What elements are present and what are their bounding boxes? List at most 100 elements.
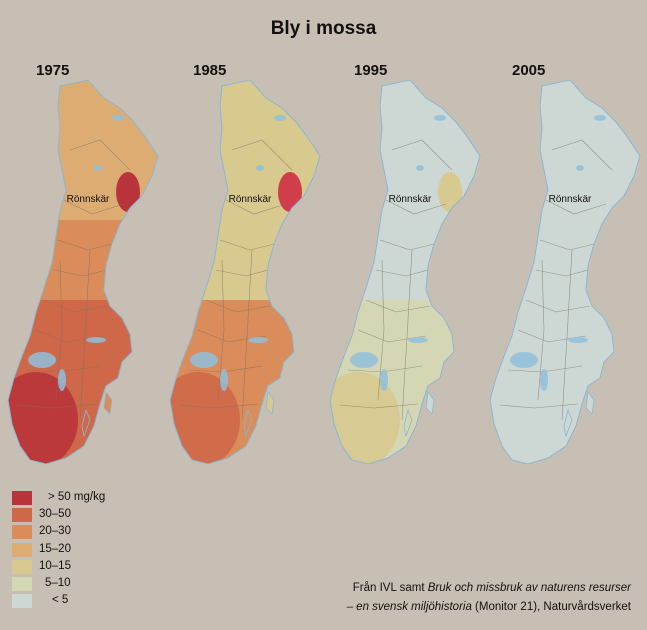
credit-prefix: Från IVL samt (352, 582, 428, 594)
lake-malaren (408, 337, 428, 343)
gotland-island (585, 390, 595, 415)
county-border (241, 249, 253, 421)
credit-book-title: Bruk och missbruk av naturens resurser (427, 582, 631, 594)
county-border (561, 249, 573, 421)
legend-swatch (12, 594, 32, 609)
oland-island (563, 408, 573, 438)
credit-subtitle: – en svensk miljöhistoria (346, 601, 472, 613)
county-border (535, 269, 589, 277)
oland-island (81, 408, 91, 438)
year-label-1995: 1995 (354, 62, 388, 79)
county-border (365, 299, 431, 313)
legend-label: < 5 (52, 594, 69, 607)
lake-malaren (86, 337, 106, 343)
region-southwest (330, 372, 400, 464)
county-border (537, 259, 545, 401)
legend-label: 20–30 (39, 525, 71, 538)
county-border (205, 299, 271, 313)
county-border (69, 139, 131, 171)
map-1995: Rönnskär (329, 79, 481, 465)
source-credit: Från IVL samt Bruk och missbruk av natur… (301, 579, 631, 617)
county-border (179, 403, 259, 409)
city-label-ronnskar: Rönnskär (549, 194, 592, 205)
lake-vattern (380, 369, 388, 391)
gotland-island (265, 390, 275, 415)
lake-vanern (510, 352, 538, 368)
region-middle (8, 220, 158, 300)
region-middle (170, 220, 320, 300)
year-label-2005: 2005 (512, 62, 546, 79)
lake-vattern (540, 369, 548, 391)
lake-north-2 (416, 165, 424, 171)
county-border (63, 199, 125, 215)
county-border (545, 199, 607, 215)
lake-north (434, 115, 446, 121)
county-border (231, 139, 293, 171)
county-border (17, 403, 97, 409)
legend-label: 30–50 (39, 508, 71, 521)
map-title: Bly i mossa (270, 18, 377, 39)
region-southwest (490, 372, 560, 464)
ronnskar-hotspot (116, 172, 140, 212)
ronnskar-hotspot (278, 172, 302, 212)
county-border (339, 403, 419, 409)
county-border (43, 299, 109, 313)
county-border (379, 239, 435, 251)
legend-swatch (12, 542, 32, 557)
city-label-ronnskar: Rönnskär (67, 194, 110, 205)
region-middle (330, 220, 480, 300)
ronnskar-hotspot (598, 172, 622, 212)
county-border (499, 403, 579, 409)
lake-vanern (350, 352, 378, 368)
lake-malaren (568, 337, 588, 343)
county-border (215, 269, 269, 277)
county-border (525, 299, 591, 313)
county-border (225, 199, 287, 215)
lake-vattern (58, 369, 66, 391)
county-border (391, 139, 453, 171)
map-1975: Rönnskär (7, 79, 159, 465)
county-border (377, 259, 385, 401)
county-border (79, 249, 91, 421)
year-label-1975: 1975 (36, 62, 70, 79)
lake-north (594, 115, 606, 121)
gotland-island (103, 390, 113, 415)
lake-malaren (248, 337, 268, 343)
county-border (375, 269, 429, 277)
oland-island (403, 408, 413, 438)
lake-vanern (190, 352, 218, 368)
legend-swatch (12, 525, 32, 540)
city-label-ronnskar: Rönnskär (229, 194, 272, 205)
lake-north-2 (576, 165, 584, 171)
legend-swatch (12, 491, 32, 505)
city-label-ronnskar: Rönnskär (389, 194, 432, 205)
map-2005: Rönnskär (489, 79, 641, 465)
county-border (551, 139, 613, 171)
county-border (539, 239, 595, 251)
legend-swatch (12, 576, 32, 591)
map-1985: Rönnskär (169, 79, 321, 465)
county-border (53, 269, 107, 277)
county-border (57, 239, 113, 251)
county-border (385, 199, 447, 215)
year-label-1985: 1985 (193, 62, 227, 79)
legend-label: 5–10 (45, 576, 71, 589)
lake-north (274, 115, 286, 121)
lake-north-2 (256, 165, 264, 171)
county-border (55, 259, 63, 401)
lake-north (112, 115, 124, 121)
lake-vattern (220, 369, 228, 391)
legend-label: 15–20 (39, 542, 71, 555)
ronnskar-hotspot (438, 172, 462, 212)
lake-north-2 (94, 165, 102, 171)
legend-label: > 50 mg/kg (48, 491, 106, 503)
lake-vanern (28, 352, 56, 368)
county-border (219, 239, 275, 251)
county-border (217, 259, 225, 401)
legend-swatch (12, 508, 32, 523)
legend-label: 10–15 (39, 559, 71, 572)
legend-swatch (12, 559, 32, 574)
county-border (401, 249, 413, 421)
region-southwest (170, 372, 240, 464)
